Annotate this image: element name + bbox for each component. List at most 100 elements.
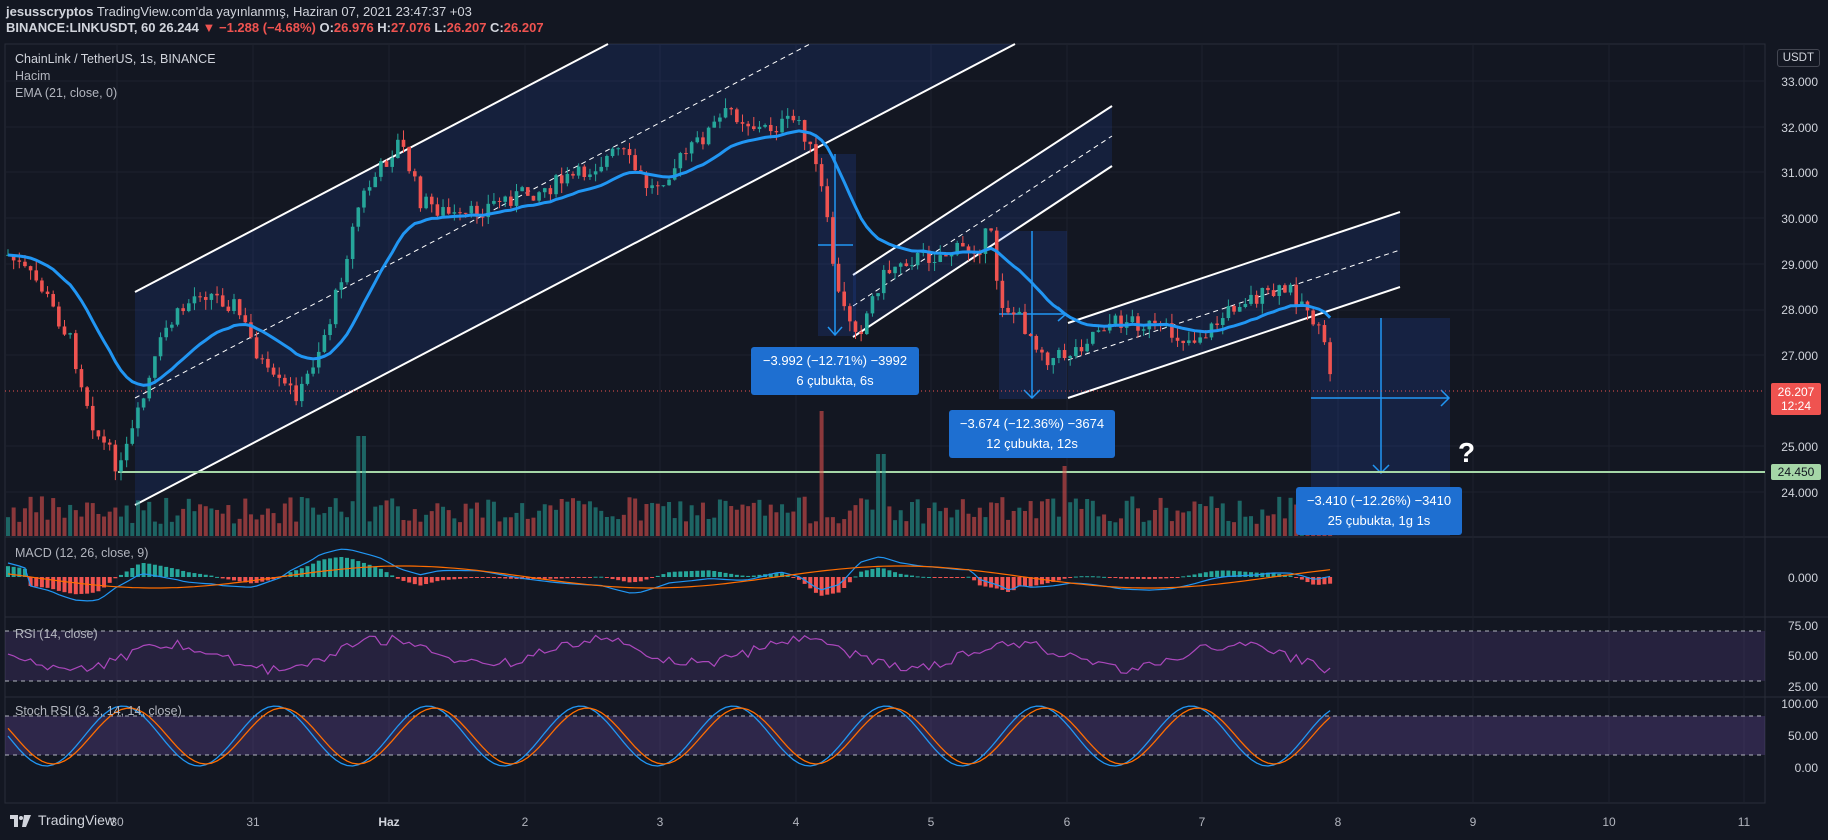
tradingview-logo[interactable]: TradingView <box>10 812 115 828</box>
macd-bar <box>311 563 316 577</box>
candle-body <box>11 254 16 261</box>
channel-1-mid <box>134 43 811 399</box>
volume-bar <box>734 509 739 536</box>
measure-box-2[interactable] <box>999 231 1068 400</box>
macd-bar <box>565 577 570 579</box>
candle-body <box>339 282 344 290</box>
candle-body <box>622 148 626 150</box>
candle-body <box>582 166 587 177</box>
candle-body <box>599 166 604 172</box>
candle-body <box>136 407 140 429</box>
volume-bar <box>288 497 293 536</box>
price-tick: 27.000 <box>1781 349 1818 363</box>
volume-bar <box>587 501 592 536</box>
candle-body <box>124 443 129 461</box>
candle-body <box>413 171 417 177</box>
macd-bar <box>96 577 101 592</box>
macd-tick: 0.000 <box>1787 571 1818 585</box>
candle-body <box>1181 340 1185 344</box>
callout-2-bars: 12 çubukta, 12s <box>986 436 1078 451</box>
volume-bar <box>130 522 135 536</box>
channel-1-lower[interactable] <box>134 43 1016 506</box>
macd-bar <box>28 577 33 587</box>
volume-bar <box>1215 507 1220 536</box>
candle-body <box>859 331 863 335</box>
volume-bar <box>825 517 830 536</box>
macd-bar <box>819 577 824 596</box>
volume-bar <box>169 521 174 536</box>
candle-body <box>667 179 671 186</box>
candle-body <box>994 230 999 281</box>
volume-bar <box>689 505 694 536</box>
volume-bar <box>757 499 762 536</box>
macd-bar <box>169 568 174 577</box>
stoch-tick: 0.00 <box>1794 761 1818 775</box>
candle-body <box>85 387 89 406</box>
channel-3-lower[interactable] <box>1067 286 1401 399</box>
macd-bar <box>480 577 485 578</box>
channel-3-upper[interactable] <box>1067 211 1401 324</box>
candle-body <box>446 207 451 214</box>
candle-body <box>1215 323 1219 325</box>
candle-body <box>785 115 790 119</box>
volume-bar <box>158 523 163 536</box>
macd-bar <box>141 563 146 577</box>
volume-bar <box>915 499 920 536</box>
channel-1-upper[interactable] <box>134 43 609 293</box>
volume-bar <box>763 515 768 536</box>
candle-body <box>915 252 920 266</box>
macd-bar <box>1011 577 1016 591</box>
macd-bar <box>181 570 186 577</box>
candle-body <box>141 398 146 408</box>
volume-bar <box>181 508 186 536</box>
candle-body <box>904 263 909 267</box>
candle-body <box>616 148 620 150</box>
volume-bar <box>203 506 208 536</box>
volume-bar <box>463 503 468 536</box>
measure-callout-2[interactable]: −3.674 (−12.36%) −3674 12 çubukta, 12s <box>949 410 1115 458</box>
candle-body <box>254 337 259 359</box>
macd-bar <box>571 577 575 578</box>
macd-bar <box>135 564 140 577</box>
author-name[interactable]: jesusscryptos <box>6 4 94 19</box>
date-tick: 6 <box>1063 815 1071 829</box>
macd-bar <box>158 565 163 577</box>
candle-body <box>328 324 332 336</box>
volume-bar <box>85 502 90 536</box>
macd-bar <box>994 577 999 589</box>
macd-bar <box>746 575 751 577</box>
stoch-rsi-legend[interactable]: Stoch RSI (3, 3, 14, 14, close) <box>15 704 182 718</box>
macd-bar <box>938 577 943 578</box>
rsi-legend[interactable]: RSI (14, close) <box>15 627 98 641</box>
volume-legend[interactable]: Hacim <box>15 69 51 83</box>
volume-bar <box>1209 496 1214 536</box>
volume-bar <box>1068 502 1073 536</box>
candle-body <box>119 460 123 472</box>
ema-legend[interactable]: EMA (21, close, 0) <box>15 86 118 100</box>
macd-bar <box>1085 576 1090 578</box>
currency-button[interactable]: USDT <box>1776 49 1820 67</box>
candle-body <box>571 173 575 176</box>
macd-bar <box>791 577 796 578</box>
volume-bar <box>1090 500 1095 536</box>
date-tick: 3 <box>656 815 664 829</box>
macd-bar <box>1265 572 1270 577</box>
question-mark-annotation[interactable]: ? <box>1458 437 1476 468</box>
rsi-line <box>7 634 1331 676</box>
volume-bar <box>220 513 225 536</box>
measure-callout-3[interactable]: −3.410 (−12.26%) −3410 25 çubukta, 1g 1s <box>1296 487 1462 535</box>
open-value: 26.976 <box>333 20 374 35</box>
measure-callout-1[interactable]: −3.992 (−12.71%) −3992 6 çubukta, 6s <box>751 347 919 395</box>
macd-bar <box>79 577 84 594</box>
candle-body <box>610 148 615 156</box>
macd-bar <box>226 577 231 580</box>
volume-bar <box>910 501 914 536</box>
macd-bar <box>966 576 971 578</box>
symbol-legend[interactable]: ChainLink / TetherUS, 1s, BINANCE <box>15 52 216 66</box>
candle-body <box>283 377 287 384</box>
volume-bar <box>503 517 508 536</box>
volume-bar <box>107 511 112 536</box>
rsi-band <box>5 631 1765 681</box>
macd-legend[interactable]: MACD (12, 26, close, 9) <box>15 546 149 560</box>
